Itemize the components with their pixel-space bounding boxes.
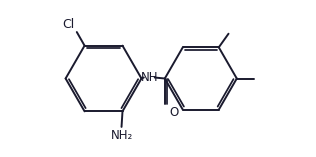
- Text: O: O: [169, 106, 178, 119]
- Text: NH: NH: [141, 71, 158, 84]
- Text: Cl: Cl: [63, 18, 75, 31]
- Text: NH₂: NH₂: [110, 129, 133, 142]
